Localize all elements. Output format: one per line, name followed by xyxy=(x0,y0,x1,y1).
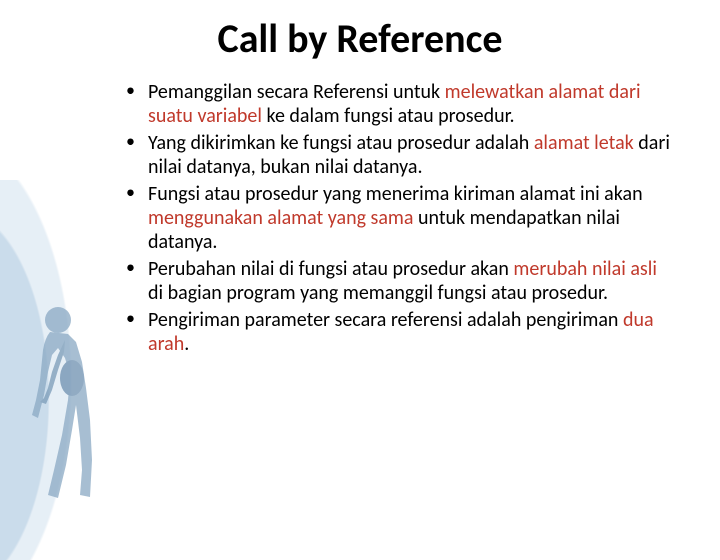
list-item: Perubahan nilai di fungsi atau prosedur … xyxy=(120,257,670,306)
bullet-text-emphasis: merubah nilai asli xyxy=(513,257,657,281)
bullet-text-pre: Pemanggilan secara Referensi untuk xyxy=(148,80,445,104)
list-item: Fungsi atau prosedur yang menerima kirim… xyxy=(120,182,670,255)
bullet-list-container: Pemanggilan secara Referensi untuk melew… xyxy=(120,80,670,358)
walker-silhouette-icon xyxy=(10,300,100,500)
bullet-text-emphasis: alamat letak xyxy=(534,131,634,155)
bullet-text-post: di bagian program yang memanggil fungsi … xyxy=(148,281,608,305)
list-item: Pengiriman parameter secara referensi ad… xyxy=(120,308,670,357)
bullet-text-post: . xyxy=(184,332,189,356)
bullet-text-pre: Yang dikirimkan ke fungsi atau prosedur … xyxy=(148,131,534,155)
bullet-list: Pemanggilan secara Referensi untuk melew… xyxy=(120,80,670,356)
list-item: Pemanggilan secara Referensi untuk melew… xyxy=(120,80,670,129)
bullet-text-emphasis: menggunakan alamat yang sama xyxy=(148,206,413,230)
list-item: Yang dikirimkan ke fungsi atau prosedur … xyxy=(120,131,670,180)
bullet-text-post: ke dalam fungsi atau prosedur. xyxy=(262,104,515,128)
bullet-text-pre: Fungsi atau prosedur yang menerima kirim… xyxy=(148,182,643,206)
bullet-text-pre: Pengiriman parameter secara referensi ad… xyxy=(148,308,623,332)
slide-title: Call by Reference xyxy=(0,0,720,77)
bullet-text-pre: Perubahan nilai di fungsi atau prosedur … xyxy=(148,257,513,281)
